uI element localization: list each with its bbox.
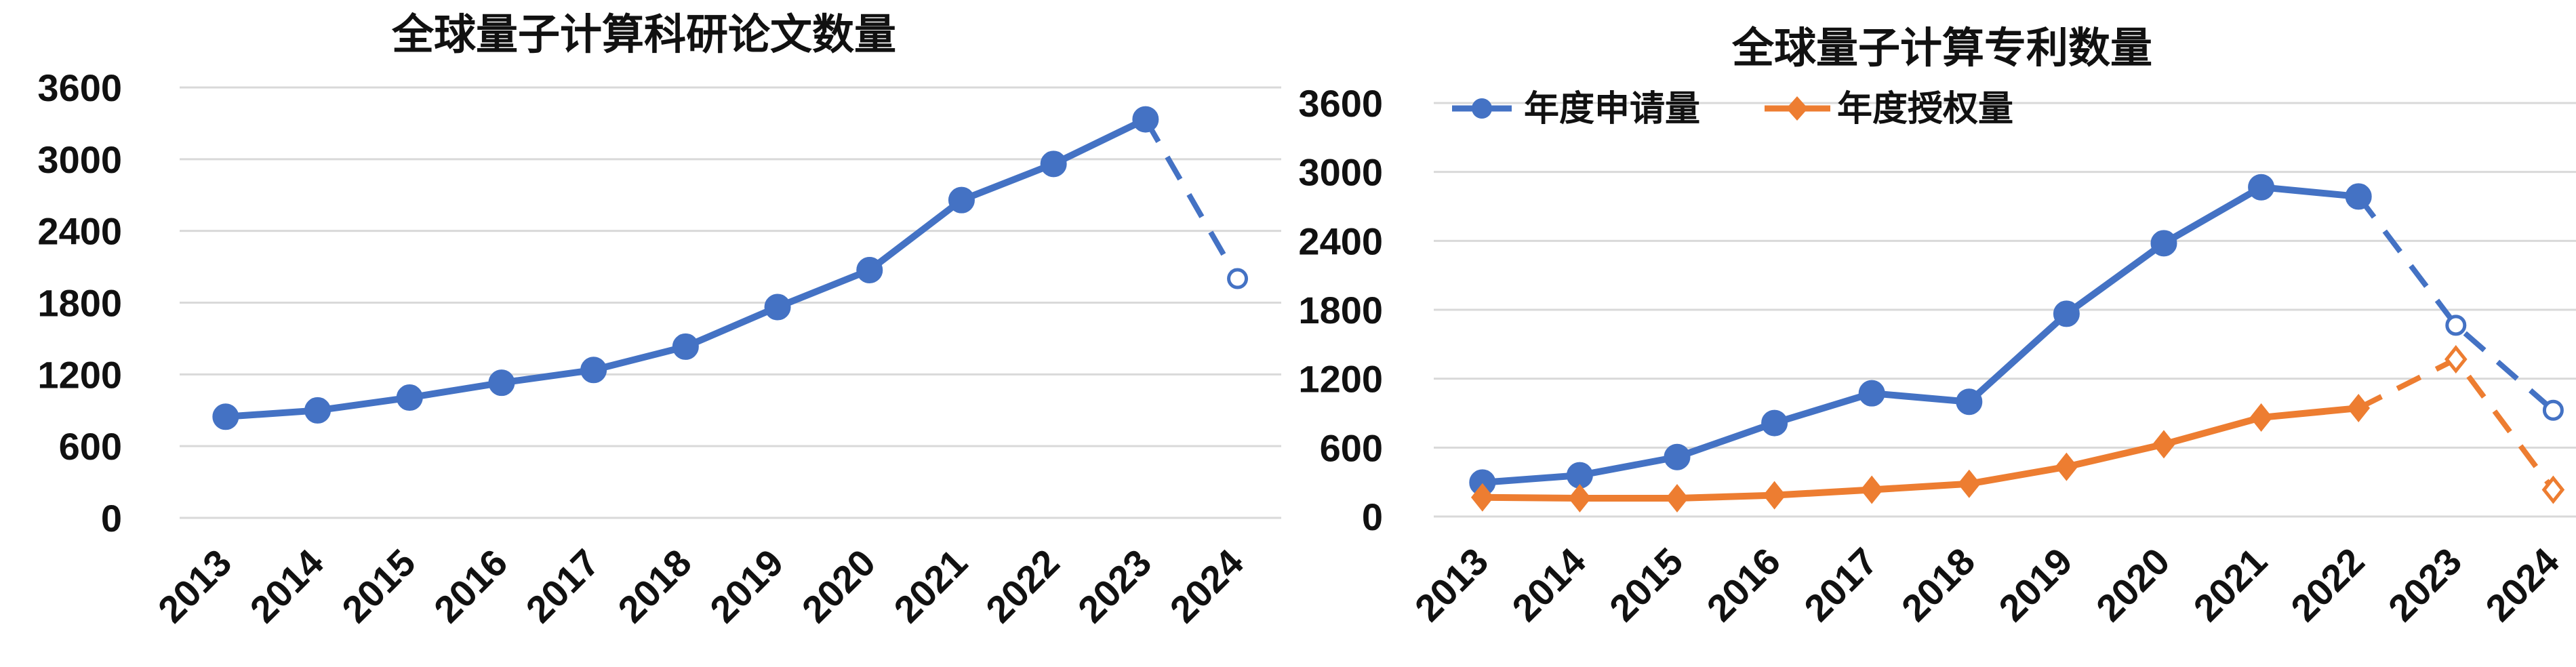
paper-count-chart: 全球量子计算科研论文数量 0 600 1200 1800 2400 3000 3600 201…: [37, 12, 1281, 631]
data-point-circle: [1956, 388, 1983, 416]
legend-label-grants: 年度授权量: [1837, 89, 2013, 129]
series-line: [225, 116, 1148, 420]
y-tick-label: 2400: [1298, 220, 1383, 262]
series-line: [1482, 184, 2359, 486]
data-point-circle: [2445, 315, 2467, 336]
patent-count-chart: 全球量子计算专利数量 年度申请量 年度授权量 0 600 1200 1800 2400 3…: [1298, 25, 2576, 630]
data-point-diamond: [2541, 475, 2565, 504]
y-tick-label: 1200: [37, 353, 122, 396]
data-point-diamond: [1957, 469, 1981, 498]
data-point-circle: [580, 357, 607, 384]
data-point-circle: [1227, 268, 1249, 289]
x-tick-label: 2018: [1893, 540, 1984, 630]
y-tick-label: 600: [1320, 426, 1383, 469]
legend-marker-circle-icon: [1472, 98, 1492, 119]
x-tick-label: 2017: [517, 541, 607, 631]
x-tick-label: 2018: [609, 541, 700, 631]
x-tick-label: 2020: [794, 541, 884, 631]
y-tick-label: 1200: [1298, 358, 1383, 401]
series-line-projected: [2356, 195, 2556, 413]
series-0: [212, 106, 1249, 430]
chart-title: 全球量子计算科研论文数量: [391, 12, 896, 58]
data-point-diamond: [1568, 484, 1592, 513]
gridlines: [180, 86, 1281, 519]
y-tick-label: 0: [101, 497, 122, 540]
x-tick-label: 2021: [2185, 540, 2275, 630]
y-tick-label: 1800: [37, 282, 122, 325]
data-point-diamond: [1763, 481, 1786, 510]
data-point-circle: [672, 333, 699, 360]
data-point-circle: [2150, 230, 2177, 257]
y-tick-label: 1800: [1298, 289, 1383, 331]
y-tick-label: 3000: [37, 138, 122, 181]
x-tick-label: 2023: [1070, 541, 1160, 631]
x-tick-label: 2015: [1601, 540, 1691, 630]
y-tick-label: 600: [59, 425, 122, 468]
x-tick-label: 2014: [241, 541, 331, 631]
data-point-circle: [2053, 300, 2080, 327]
x-tick-label: 2014: [1504, 540, 1594, 630]
data-point-circle: [1664, 443, 1691, 470]
data-point-diamond: [2249, 403, 2273, 432]
x-tick-label: 2023: [2380, 540, 2470, 630]
legend: 年度申请量 年度授权量: [1452, 89, 2013, 129]
y-tick-label: 3600: [37, 66, 122, 109]
data-point-circle: [1566, 462, 1593, 489]
gridlines: [1434, 102, 2576, 518]
x-tick-label: 2024: [1161, 541, 1251, 631]
x-tick-label: 2019: [702, 541, 792, 631]
data-point-circle: [212, 403, 239, 430]
data-point-circle: [1761, 409, 1788, 437]
x-tick-label: 2022: [2282, 540, 2373, 630]
x-tick-label: 2022: [978, 541, 1068, 631]
data-point-circle: [764, 294, 791, 321]
x-tick-label: 2013: [1407, 540, 1497, 630]
chart-title: 全球量子计算专利数量: [1731, 25, 2152, 72]
data-point-circle: [396, 384, 423, 411]
series-line-projected: [1143, 118, 1241, 281]
data-point-circle: [948, 186, 975, 214]
x-tick-label: 2020: [2088, 540, 2178, 630]
data-point-circle: [2542, 399, 2564, 421]
x-tick-label: 2024: [2477, 540, 2567, 630]
data-point-circle: [1858, 380, 1885, 407]
data-point-diamond: [2055, 452, 2078, 481]
data-point-diamond: [2347, 394, 2371, 423]
y-tick-label: 0: [1362, 496, 1383, 538]
data-point-diamond: [1860, 475, 1884, 504]
data-point-circle: [2248, 174, 2275, 201]
data-point-diamond: [1666, 484, 1689, 513]
data-point-circle: [1132, 106, 1159, 133]
data-point-circle: [2345, 183, 2372, 210]
data-point-circle: [304, 397, 331, 424]
legend-marker-diamond-icon: [1786, 96, 1808, 121]
data-point-circle: [1040, 150, 1067, 178]
x-tick-label: 2016: [426, 541, 516, 631]
series-line: [1482, 405, 2359, 502]
legend-label-applications: 年度申请量: [1524, 89, 1700, 129]
data-point-diamond: [2152, 430, 2175, 459]
y-tick-label: 2400: [37, 210, 122, 253]
x-tick-label: 2013: [150, 541, 240, 631]
data-point-circle: [856, 257, 883, 284]
x-tick-label: 2016: [1698, 540, 1788, 630]
y-tick-label: 3600: [1298, 82, 1383, 125]
series-1: [1470, 345, 2565, 513]
x-tick-label: 2015: [334, 541, 424, 631]
data-point-circle: [488, 369, 515, 397]
x-tick-label: 2021: [885, 541, 975, 631]
x-tick-label: 2019: [1990, 540, 2080, 630]
data-point-diamond: [1470, 483, 1494, 512]
y-tick-label: 3000: [1298, 151, 1383, 194]
data-point-diamond: [2444, 345, 2468, 374]
x-tick-label: 2017: [1796, 540, 1886, 630]
series-0: [1469, 174, 2564, 496]
